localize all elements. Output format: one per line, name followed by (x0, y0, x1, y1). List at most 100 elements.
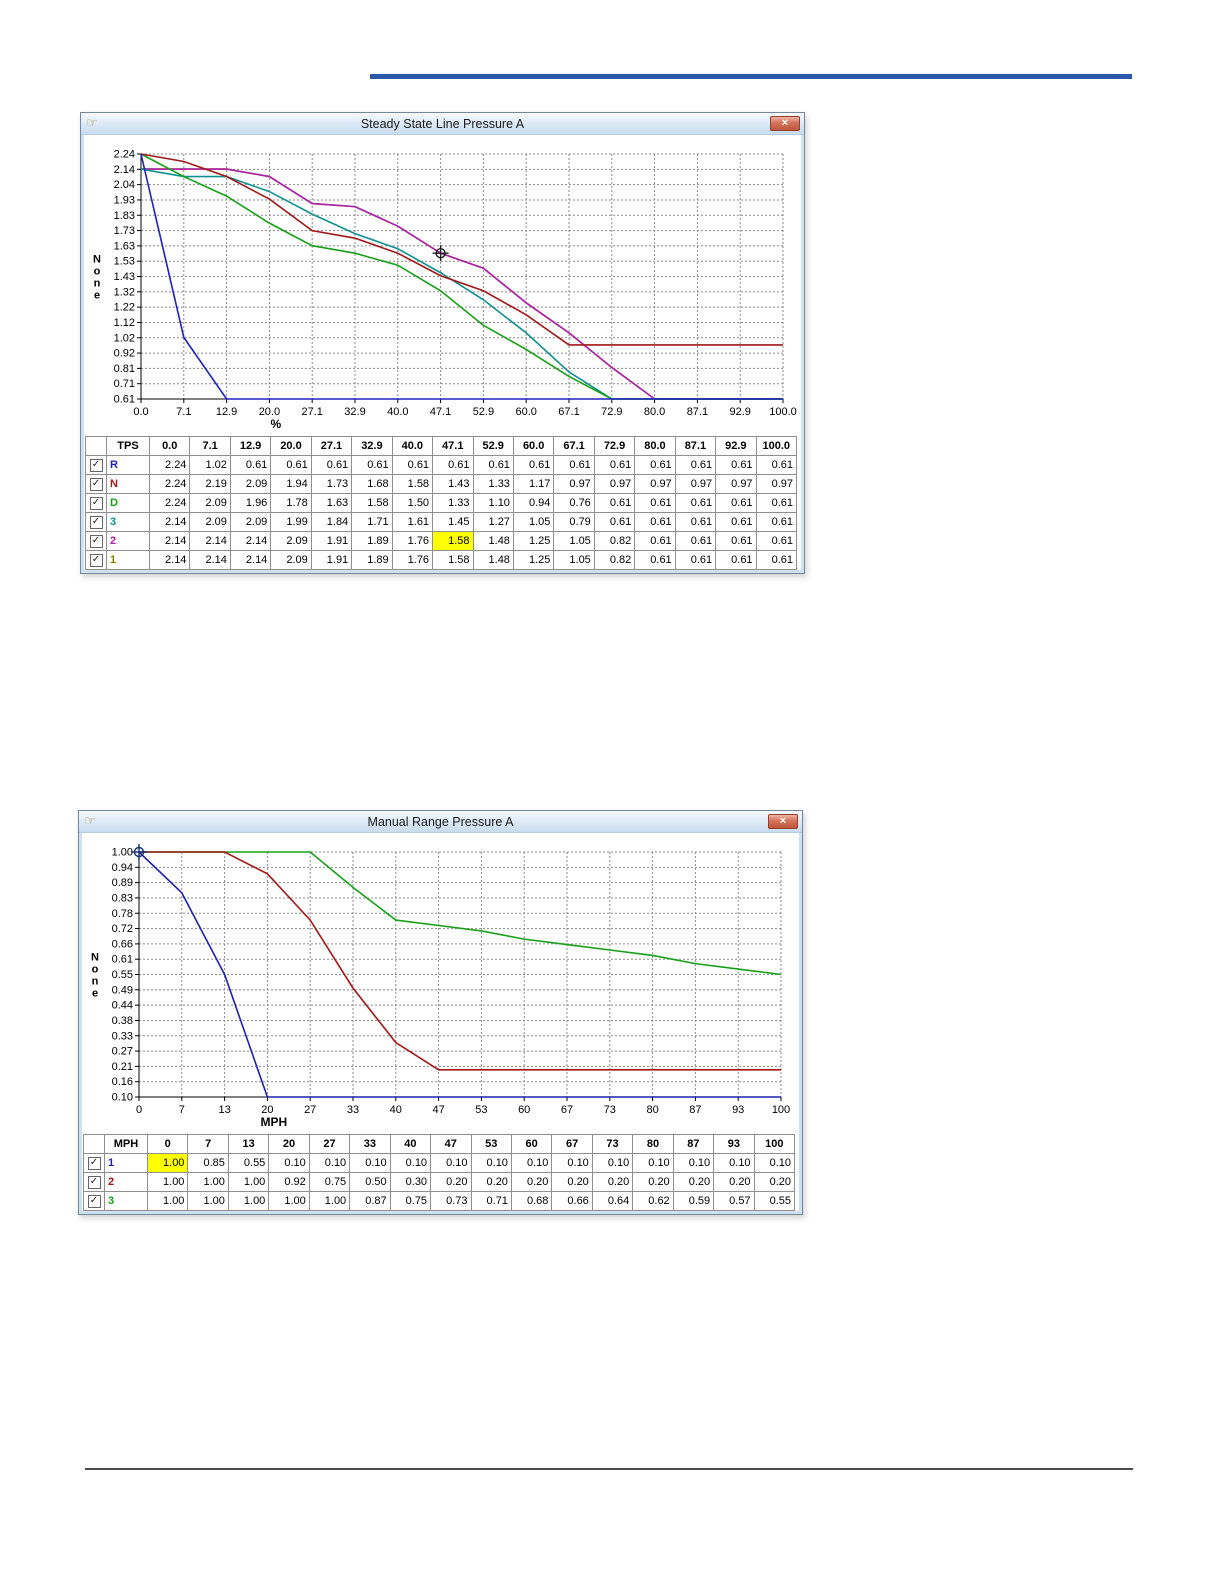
value-cell[interactable]: 0.75 (308, 1172, 351, 1192)
value-cell[interactable]: 0.61 (755, 550, 798, 570)
value-cell[interactable]: 0.76 (553, 493, 595, 513)
value-cell[interactable]: 0.10 (591, 1153, 634, 1173)
row-visible-checkbox[interactable]: ✓ (89, 515, 103, 529)
value-cell[interactable]: 2.09 (189, 493, 231, 513)
value-cell[interactable]: 0.55 (753, 1191, 796, 1211)
value-cell[interactable]: 1.00 (146, 1153, 189, 1173)
pressure-chart[interactable]: 1.00 0.94 0.89 0.83 0.78 0.72 0.66 0.61 0.55 0.49… (82, 836, 799, 1134)
close-button[interactable]: × (768, 814, 798, 829)
value-cell[interactable]: 0.61 (755, 512, 798, 532)
value-cell[interactable]: 1.02 (189, 455, 231, 475)
value-cell[interactable]: 0.92 (268, 1172, 310, 1192)
value-cell[interactable]: 0.20 (713, 1172, 755, 1192)
row-visible-checkbox[interactable]: ✓ (89, 458, 103, 472)
value-cell[interactable]: 0.61 (674, 550, 717, 570)
value-cell[interactable]: 0.61 (310, 455, 353, 475)
value-cell[interactable]: 0.61 (593, 493, 636, 513)
value-cell[interactable]: 1.10 (472, 493, 514, 513)
value-cell[interactable]: 1.00 (187, 1172, 229, 1192)
value-cell[interactable]: 1.00 (146, 1172, 189, 1192)
value-cell[interactable]: 1.05 (553, 550, 595, 570)
value-cell[interactable]: 0.61 (351, 455, 393, 475)
value-cell[interactable]: 1.48 (472, 531, 514, 551)
value-cell[interactable]: 1.05 (553, 531, 595, 551)
value-cell[interactable]: 2.19 (189, 474, 231, 494)
value-cell[interactable]: 2.14 (229, 531, 272, 551)
value-cell[interactable]: 0.20 (591, 1172, 634, 1192)
value-cell[interactable]: 2.14 (189, 531, 231, 551)
value-cell[interactable]: 1.00 (308, 1191, 351, 1211)
value-cell[interactable]: 0.97 (715, 474, 757, 494)
value-cell[interactable]: 0.61 (715, 531, 757, 551)
value-cell[interactable]: 0.97 (674, 474, 717, 494)
value-cell[interactable]: 0.61 (391, 455, 434, 475)
value-cell[interactable]: 0.87 (349, 1191, 391, 1211)
row-visible-checkbox[interactable]: ✓ (87, 1175, 101, 1189)
value-cell[interactable]: 0.61 (634, 455, 676, 475)
value-cell[interactable]: 1.89 (351, 550, 393, 570)
value-cell[interactable]: 0.94 (512, 493, 555, 513)
value-cell[interactable]: 0.61 (755, 493, 798, 513)
value-cell[interactable]: 0.61 (715, 512, 757, 532)
value-cell[interactable]: 1.94 (270, 474, 312, 494)
row-visible-checkbox[interactable]: ✓ (89, 534, 103, 548)
value-cell[interactable]: 1.00 (268, 1191, 310, 1211)
window-system-menu-icon[interactable]: ☞ (86, 115, 98, 130)
value-cell[interactable]: 2.24 (148, 474, 191, 494)
value-cell[interactable]: 0.68 (510, 1191, 553, 1211)
value-cell[interactable]: 1.33 (432, 493, 474, 513)
value-cell[interactable]: 1.25 (512, 550, 555, 570)
value-cell[interactable]: 0.61 (715, 455, 757, 475)
value-cell[interactable]: 1.27 (472, 512, 514, 532)
value-cell[interactable]: 0.20 (632, 1172, 674, 1192)
value-cell[interactable]: 0.97 (755, 474, 798, 494)
value-cell[interactable]: 0.10 (713, 1153, 755, 1173)
value-cell[interactable]: 1.84 (310, 512, 353, 532)
value-cell[interactable]: 2.09 (270, 550, 312, 570)
value-cell[interactable]: 2.14 (229, 550, 272, 570)
value-cell[interactable]: 1.76 (391, 531, 434, 551)
value-cell[interactable]: 0.61 (634, 550, 676, 570)
value-cell[interactable]: 0.59 (672, 1191, 715, 1211)
value-cell[interactable]: 1.89 (351, 531, 393, 551)
value-cell[interactable]: 2.09 (229, 512, 272, 532)
value-cell[interactable]: 0.61 (674, 493, 717, 513)
value-cell[interactable]: 0.20 (510, 1172, 553, 1192)
value-cell[interactable]: 0.61 (674, 531, 717, 551)
value-cell[interactable]: 0.20 (430, 1172, 472, 1192)
value-cell[interactable]: 0.61 (270, 455, 312, 475)
value-cell[interactable]: 2.24 (148, 493, 191, 513)
window-titlebar[interactable]: ☞ Steady State Line Pressure A × (81, 113, 804, 135)
value-cell[interactable]: 0.10 (672, 1153, 715, 1173)
value-cell[interactable]: 0.62 (632, 1191, 674, 1211)
value-cell[interactable]: 0.61 (634, 493, 676, 513)
value-cell[interactable]: 1.68 (351, 474, 393, 494)
value-cell[interactable]: 2.09 (270, 531, 312, 551)
value-cell[interactable]: 0.10 (551, 1153, 593, 1173)
value-cell[interactable]: 0.61 (674, 455, 717, 475)
value-cell[interactable]: 0.61 (634, 512, 676, 532)
value-cell[interactable]: 0.85 (187, 1153, 229, 1173)
value-cell[interactable]: 0.20 (672, 1172, 715, 1192)
value-cell[interactable]: 1.63 (310, 493, 353, 513)
value-cell[interactable]: 0.61 (634, 531, 676, 551)
value-cell[interactable]: 1.00 (146, 1191, 189, 1211)
value-cell[interactable]: 1.71 (351, 512, 393, 532)
value-cell[interactable]: 0.66 (551, 1191, 593, 1211)
value-cell[interactable]: 1.78 (270, 493, 312, 513)
value-cell[interactable]: 1.73 (310, 474, 353, 494)
value-cell[interactable]: 2.14 (189, 550, 231, 570)
value-cell[interactable]: 0.10 (389, 1153, 432, 1173)
value-cell[interactable]: 1.33 (472, 474, 514, 494)
value-cell[interactable]: 1.48 (472, 550, 514, 570)
value-cell[interactable]: 0.61 (512, 455, 555, 475)
value-cell[interactable]: 2.09 (189, 512, 231, 532)
value-cell[interactable]: 0.61 (674, 512, 717, 532)
value-cell[interactable]: 0.10 (349, 1153, 391, 1173)
value-cell[interactable]: 1.58 (432, 550, 474, 570)
window-titlebar[interactable]: ☞ Manual Range Pressure A × (79, 811, 802, 833)
row-visible-checkbox[interactable]: ✓ (87, 1156, 101, 1170)
value-cell[interactable]: 0.61 (715, 550, 757, 570)
value-cell[interactable]: 1.43 (432, 474, 474, 494)
row-visible-checkbox[interactable]: ✓ (89, 477, 103, 491)
